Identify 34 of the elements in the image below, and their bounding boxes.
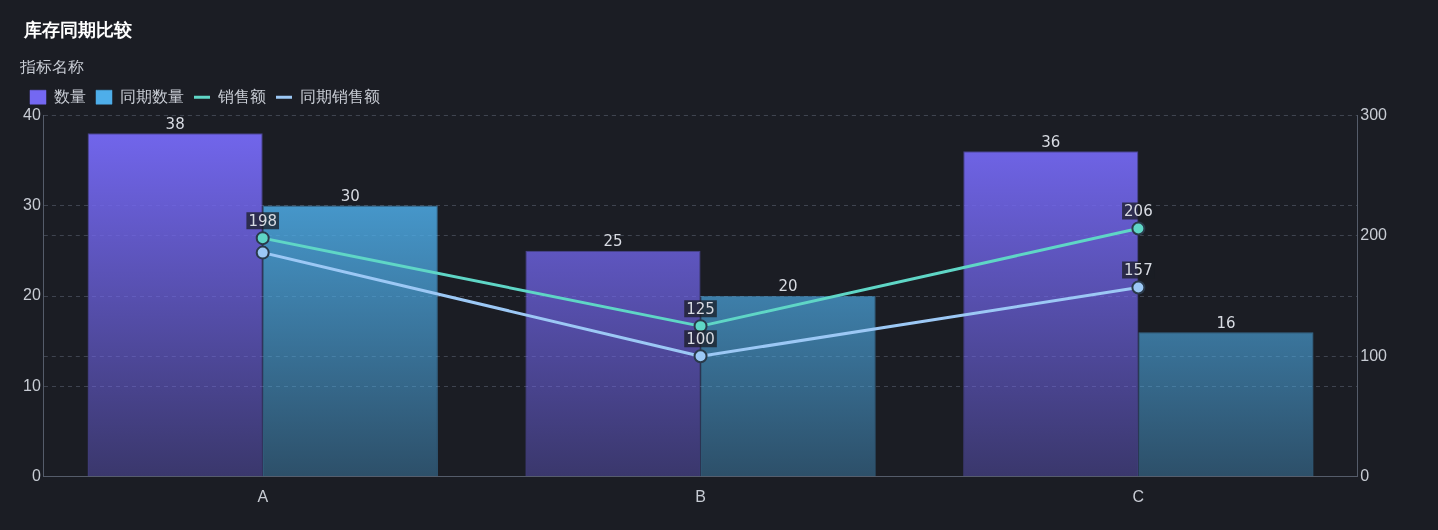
x-tick-label: A xyxy=(257,487,269,505)
y-tick-label: 20 xyxy=(23,286,41,304)
data-label: 157 xyxy=(1124,260,1153,279)
legend-label: 同期销售额 xyxy=(300,87,380,105)
data-label: 38 xyxy=(165,114,185,133)
data-label: 198 xyxy=(248,211,278,230)
chart-title: 库存同期比较 xyxy=(24,18,132,42)
x-tick-label: C xyxy=(1132,487,1145,505)
data-label: 100 xyxy=(686,329,715,348)
legend-label: 销售额 xyxy=(217,87,266,105)
data-label: 206 xyxy=(1124,201,1153,220)
data-label: 125 xyxy=(686,299,715,318)
y2-tick-label: 0 xyxy=(1360,467,1370,485)
point xyxy=(693,349,708,364)
data-label: 16 xyxy=(1216,313,1236,332)
point xyxy=(255,231,270,246)
y-tick-label: 10 xyxy=(23,376,41,394)
data-label: 30 xyxy=(340,186,360,205)
point xyxy=(1131,221,1146,236)
legend-title: 指标名称 xyxy=(19,58,84,76)
data-label: 25 xyxy=(603,232,623,251)
point xyxy=(255,245,270,260)
data-label: 20 xyxy=(778,277,798,296)
y2-tick-label: 100 xyxy=(1360,346,1388,364)
y-tick-label: 30 xyxy=(23,196,41,214)
y2-tick-label: 200 xyxy=(1360,226,1388,244)
legend-label: 同期数量 xyxy=(120,87,184,105)
y2-tick-label: 300 xyxy=(1360,105,1388,123)
data-label: 36 xyxy=(1041,132,1061,151)
point xyxy=(1131,280,1146,295)
x-tick-label: B xyxy=(695,487,706,505)
y-tick-label: 40 xyxy=(23,105,41,123)
legend-label: 数量 xyxy=(54,87,86,105)
y-tick-label: 0 xyxy=(31,467,41,485)
